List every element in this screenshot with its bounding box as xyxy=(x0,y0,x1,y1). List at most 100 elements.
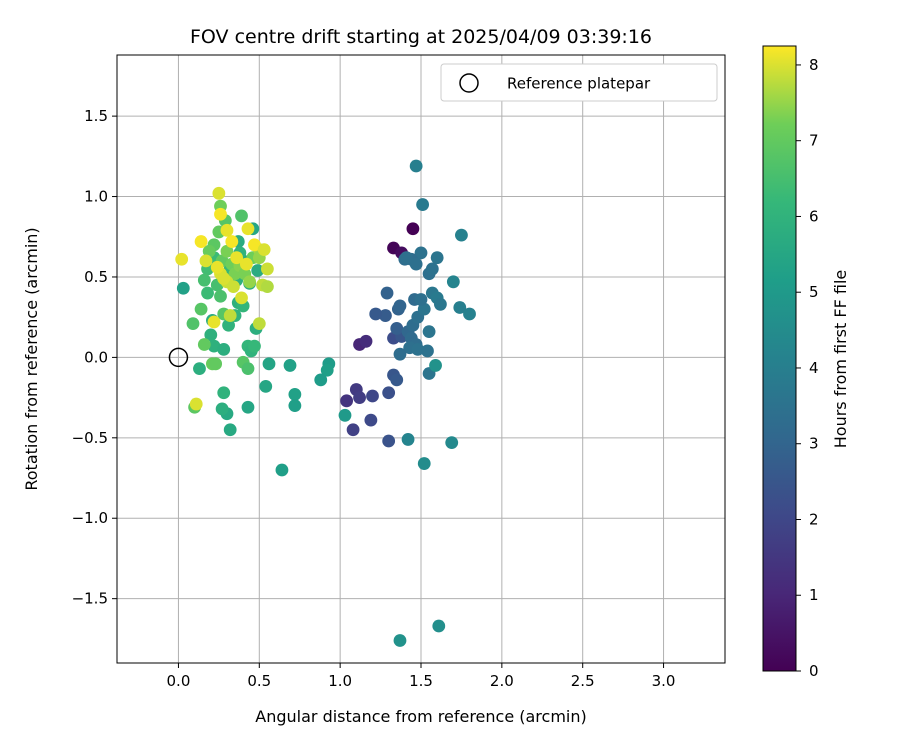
scatter-point xyxy=(197,338,211,351)
x-tick-label: 0.5 xyxy=(247,672,271,690)
scatter-point xyxy=(401,433,415,446)
scatter-point xyxy=(314,373,328,387)
scatter-point xyxy=(235,291,248,305)
scatter-point xyxy=(262,357,276,371)
x-tick-label: 1.5 xyxy=(409,672,433,690)
scatter-point xyxy=(212,186,226,200)
scatter-point xyxy=(416,198,430,211)
scatter-point xyxy=(414,293,428,306)
scatter-point xyxy=(463,307,476,321)
reference-platepar-marker xyxy=(168,347,189,368)
scatter-point xyxy=(353,391,366,405)
scatter-point xyxy=(346,423,360,437)
scatter-point xyxy=(217,386,231,400)
colorbar-label: Hours from first FF file xyxy=(831,270,850,449)
scatter-point xyxy=(409,159,423,173)
scatter-point xyxy=(425,262,439,276)
scatter-point xyxy=(455,228,468,242)
scatter-point xyxy=(252,317,266,331)
scatter-point xyxy=(186,317,200,331)
scatter-point xyxy=(220,244,234,258)
colorbar-tick-label: 3 xyxy=(809,435,819,453)
colorbar-tick-label: 2 xyxy=(809,510,819,528)
chart-title: FOV centre drift starting at 2025/04/09 … xyxy=(190,26,652,48)
scatter-point xyxy=(189,397,203,411)
scatter-point xyxy=(215,402,229,416)
scatter-point xyxy=(366,389,379,403)
scatter-point xyxy=(199,254,213,268)
scatter-point xyxy=(288,399,302,413)
scatter-point xyxy=(223,423,237,437)
colorbar-tick-label: 0 xyxy=(809,662,819,680)
colorbar-tick-label: 1 xyxy=(809,586,819,604)
scatter-point xyxy=(225,235,239,248)
scatter-point xyxy=(406,222,420,236)
colorbar: 0 1 2 3 4 5 6 7 8 Hours from first FF file xyxy=(762,45,850,680)
y-tick-label: 0.5 xyxy=(84,268,108,286)
scatter-point xyxy=(207,339,221,353)
y-tick-label: −0.5 xyxy=(72,429,108,447)
scatter-point xyxy=(364,413,378,427)
scatter-point xyxy=(193,362,206,376)
scatter-point xyxy=(320,363,334,377)
scatter-point xyxy=(390,322,404,335)
scatter-point xyxy=(380,286,394,300)
scatter-point xyxy=(259,379,273,393)
y-axis-ticks: −1.5 −1.0 −0.5 0.0 0.5 1.0 1.5 xyxy=(72,107,117,608)
scatter-point xyxy=(369,307,383,321)
scatter-point xyxy=(359,334,373,348)
scatter-point xyxy=(390,373,404,387)
colorbar-tick-label: 6 xyxy=(809,207,819,225)
scatter-point xyxy=(217,272,231,285)
scatter-point xyxy=(243,275,256,289)
scatter-point xyxy=(239,257,253,271)
colorbar-tick-label: 7 xyxy=(809,132,819,150)
colorbar-tick-label: 5 xyxy=(809,283,819,301)
scatter-point xyxy=(230,251,244,265)
scatter-point xyxy=(393,347,407,361)
scatter-point xyxy=(220,223,234,237)
scatter-point xyxy=(222,318,235,332)
colorbar-ticks: 0 1 2 3 4 5 6 7 8 xyxy=(796,56,819,680)
scatter-point xyxy=(414,246,428,260)
scatter-point xyxy=(338,408,352,422)
scatter-point xyxy=(214,289,227,303)
colorbar-tick-label: 8 xyxy=(809,56,819,74)
scatter-point xyxy=(257,243,271,257)
y-tick-label: 1.5 xyxy=(84,107,108,125)
legend-box xyxy=(440,63,718,102)
scatter-point xyxy=(393,634,407,647)
scatter-point xyxy=(214,207,227,221)
scatter-point xyxy=(430,251,444,265)
scatter-point xyxy=(260,280,274,294)
y-tick-label: −1.5 xyxy=(72,590,108,608)
scatter-point xyxy=(194,302,208,316)
scatter-point xyxy=(275,463,289,477)
scatter-point xyxy=(453,301,467,314)
scatter-point xyxy=(175,252,189,266)
x-tick-label: 2.0 xyxy=(490,672,514,690)
scatter-point xyxy=(422,325,436,339)
y-axis-label: Rotation from reference (arcmin) xyxy=(22,227,41,490)
scatter-point xyxy=(434,297,447,311)
scatter-point xyxy=(248,339,261,353)
scatter-point xyxy=(210,260,224,274)
legend-entry-reference: Reference platepar xyxy=(507,75,651,93)
scatter-point xyxy=(432,619,446,633)
x-tick-label: 0.0 xyxy=(167,672,191,690)
scatter-point xyxy=(223,309,237,322)
scatter-point xyxy=(260,262,274,276)
y-tick-label: 1.0 xyxy=(84,188,108,206)
scatter-point xyxy=(393,299,407,313)
scatter-point xyxy=(207,315,221,329)
x-tick-label: 2.5 xyxy=(571,672,595,690)
scatter-point xyxy=(382,434,396,448)
grid xyxy=(117,55,725,663)
scatter-point xyxy=(421,344,434,358)
scatter-point xyxy=(283,359,297,372)
scatter-point xyxy=(209,357,223,371)
scatter-point xyxy=(400,251,413,265)
scatter-point xyxy=(202,244,216,258)
scatter-point xyxy=(204,328,218,342)
